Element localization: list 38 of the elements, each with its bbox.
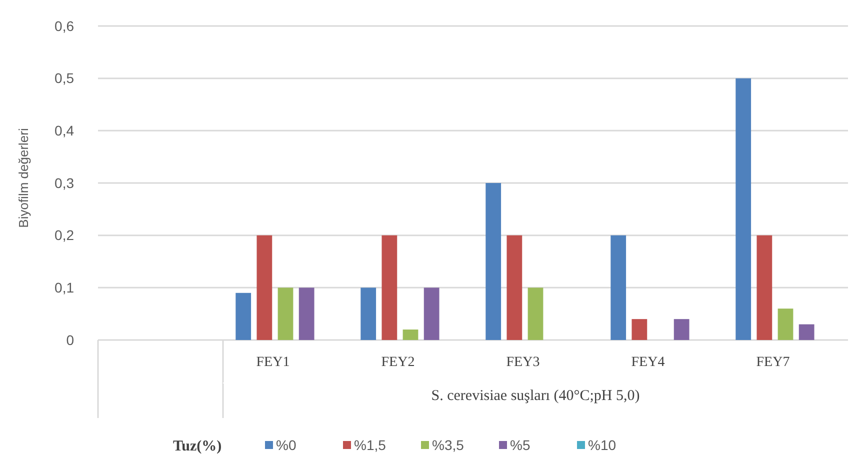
x-tick-label: FEY2 [381, 355, 415, 370]
legend-label: %5 [510, 436, 530, 453]
bar [798, 324, 814, 340]
bar [236, 292, 252, 340]
bar [506, 235, 522, 340]
bar [382, 235, 398, 340]
y-tick-label: 0,1 [54, 280, 74, 296]
y-tick-label: 0,3 [54, 174, 74, 191]
x-tick-label: FEY4 [631, 355, 665, 370]
bar [402, 330, 418, 340]
legend-label: %1,5 [354, 436, 386, 453]
x-axis-title: S. cerevisiae suşları (40°C;pH 5,0) [431, 388, 640, 404]
bar [632, 319, 648, 340]
bar [278, 288, 294, 340]
legend-label: %10 [588, 436, 616, 453]
x-tick-label: FEY3 [506, 355, 540, 370]
bar [610, 235, 626, 340]
y-tick-label: 0,5 [54, 70, 74, 86]
y-tick-label: 0,6 [54, 18, 74, 34]
bar [778, 308, 794, 340]
y-axis-title: Biyofilm değerleri [16, 128, 31, 228]
legend-label: %0 [276, 436, 296, 453]
y-tick-label: 0,4 [54, 122, 74, 139]
y-tick-label: 0,2 [54, 227, 74, 244]
bar [298, 288, 314, 340]
bar [736, 78, 752, 340]
bar [674, 319, 690, 340]
x-tick-label: FEY1 [256, 355, 290, 370]
bar [486, 183, 502, 340]
bar [528, 288, 544, 340]
legend-label: %3,5 [432, 436, 464, 453]
x-tick-label: FEY7 [756, 355, 790, 370]
legend-title: Tuz(%) [173, 438, 222, 454]
bar [256, 235, 272, 340]
bar [424, 288, 440, 340]
y-tick-label: 0 [66, 332, 74, 348]
bar [756, 235, 772, 340]
bar [360, 288, 376, 340]
